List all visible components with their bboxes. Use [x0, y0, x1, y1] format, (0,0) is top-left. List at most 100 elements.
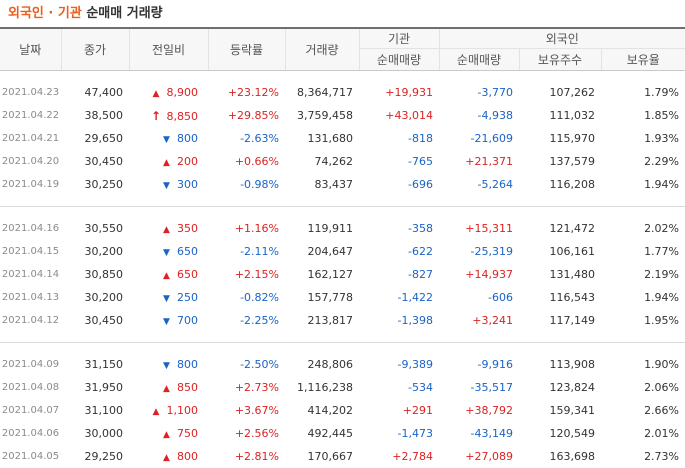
- foreign-holding-cell: 115,970: [519, 127, 601, 150]
- date-cell: 2021.04.07: [0, 399, 61, 422]
- panel-title: 외국인 · 기관 순매매 거래량: [8, 4, 163, 24]
- change-cell: ▼ 800: [129, 353, 208, 376]
- up-triangle-icon: ▲: [160, 158, 174, 168]
- date-cell: 2021.04.16: [0, 217, 61, 240]
- volume-cell: 83,437: [285, 173, 359, 196]
- close-price-cell: 30,450: [61, 309, 129, 332]
- volume-cell: 74,262: [285, 150, 359, 173]
- group-separator: [0, 196, 685, 207]
- date-cell: 2021.04.06: [0, 422, 61, 445]
- change-cell: ▲ 750: [129, 422, 208, 445]
- col-header-inst-net: 순매매량: [359, 49, 439, 71]
- close-price-cell: 30,000: [61, 422, 129, 445]
- col-header-rate: 등락률: [208, 28, 285, 71]
- col-header-date: 날짜: [0, 28, 61, 71]
- foreign-net-cell: -35,517: [439, 376, 519, 399]
- change-value: 650: [177, 268, 198, 281]
- foreign-net-cell: -606: [439, 286, 519, 309]
- institution-net-cell: -1,398: [359, 309, 439, 332]
- change-value: 650: [177, 245, 198, 258]
- change-value: 350: [177, 222, 198, 235]
- foreign-ratio-cell: 2.29%: [601, 150, 685, 173]
- change-cell: ▲ 8,900: [129, 81, 208, 104]
- change-value: 8,850: [167, 110, 199, 123]
- down-triangle-icon: ▼: [160, 135, 174, 145]
- date-cell: 2021.04.21: [0, 127, 61, 150]
- foreign-net-cell: +21,371: [439, 150, 519, 173]
- foreign-holding-cell: 117,149: [519, 309, 601, 332]
- trading-table: 날짜 종가 전일비 등락률 거래량 기관 외국인 순매매량 순매매량 보유주수 …: [0, 27, 685, 468]
- change-cell: ▲ 1,100: [129, 399, 208, 422]
- foreign-ratio-cell: 2.02%: [601, 217, 685, 240]
- institution-net-cell: +291: [359, 399, 439, 422]
- close-price-cell: 30,850: [61, 263, 129, 286]
- change-rate-cell: -2.50%: [208, 353, 285, 376]
- group-top-spacer: [0, 71, 685, 82]
- change-rate-cell: -2.25%: [208, 309, 285, 332]
- foreign-net-cell: -25,319: [439, 240, 519, 263]
- foreign-net-cell: -21,609: [439, 127, 519, 150]
- volume-cell: 170,667: [285, 445, 359, 468]
- change-value: 8,900: [167, 86, 199, 99]
- col-group-institution: 기관: [359, 28, 439, 49]
- change-cell: ▲ 350: [129, 217, 208, 240]
- institution-net-cell: -358: [359, 217, 439, 240]
- table-header: 날짜 종가 전일비 등락률 거래량 기관 외국인 순매매량 순매매량 보유주수 …: [0, 28, 685, 71]
- col-header-foreign-net: 순매매량: [439, 49, 519, 71]
- change-value: 300: [177, 178, 198, 191]
- up-triangle-icon: ▲: [160, 430, 174, 440]
- institution-net-cell: -765: [359, 150, 439, 173]
- institution-net-cell: -622: [359, 240, 439, 263]
- change-rate-cell: +2.56%: [208, 422, 285, 445]
- group-separator: [0, 332, 685, 343]
- volume-cell: 414,202: [285, 399, 359, 422]
- institution-net-cell: +2,784: [359, 445, 439, 468]
- close-price-cell: 31,150: [61, 353, 129, 376]
- date-cell: 2021.04.09: [0, 353, 61, 376]
- change-rate-cell: +1.16%: [208, 217, 285, 240]
- close-price-cell: 30,550: [61, 217, 129, 240]
- foreign-net-cell: -4,938: [439, 104, 519, 127]
- col-header-volume: 거래량: [285, 28, 359, 71]
- col-header-foreign-ratio: 보유율: [601, 49, 685, 71]
- change-cell: ▲ 850: [129, 376, 208, 399]
- change-rate-cell: +2.15%: [208, 263, 285, 286]
- foreign-ratio-cell: 2.19%: [601, 263, 685, 286]
- foreign-ratio-cell: 2.01%: [601, 422, 685, 445]
- foreign-holding-cell: 116,543: [519, 286, 601, 309]
- panel-title-highlight: 외국인 · 기관: [8, 6, 82, 21]
- volume-cell: 204,647: [285, 240, 359, 263]
- close-price-cell: 29,250: [61, 445, 129, 468]
- date-cell: 2021.04.14: [0, 263, 61, 286]
- change-cell: ▲ 650: [129, 263, 208, 286]
- foreign-net-cell: -3,770: [439, 81, 519, 104]
- date-cell: 2021.04.13: [0, 286, 61, 309]
- foreign-net-cell: +14,937: [439, 263, 519, 286]
- down-triangle-icon: ▼: [160, 294, 174, 304]
- up-triangle-icon: ▲: [149, 407, 163, 417]
- institution-net-cell: -534: [359, 376, 439, 399]
- foreign-holding-cell: 113,908: [519, 353, 601, 376]
- change-value: 200: [177, 155, 198, 168]
- change-value: 1,100: [167, 404, 199, 417]
- date-cell: 2021.04.20: [0, 150, 61, 173]
- down-triangle-icon: ▼: [160, 361, 174, 371]
- foreign-ratio-cell: 1.95%: [601, 309, 685, 332]
- change-cell: ▲ 800: [129, 445, 208, 468]
- change-rate-cell: +29.85%: [208, 104, 285, 127]
- institution-net-cell: -1,422: [359, 286, 439, 309]
- close-price-cell: 29,650: [61, 127, 129, 150]
- volume-cell: 492,445: [285, 422, 359, 445]
- foreign-ratio-cell: 1.85%: [601, 104, 685, 127]
- date-cell: 2021.04.22: [0, 104, 61, 127]
- group-top-spacer: [0, 343, 685, 354]
- close-price-cell: 31,100: [61, 399, 129, 422]
